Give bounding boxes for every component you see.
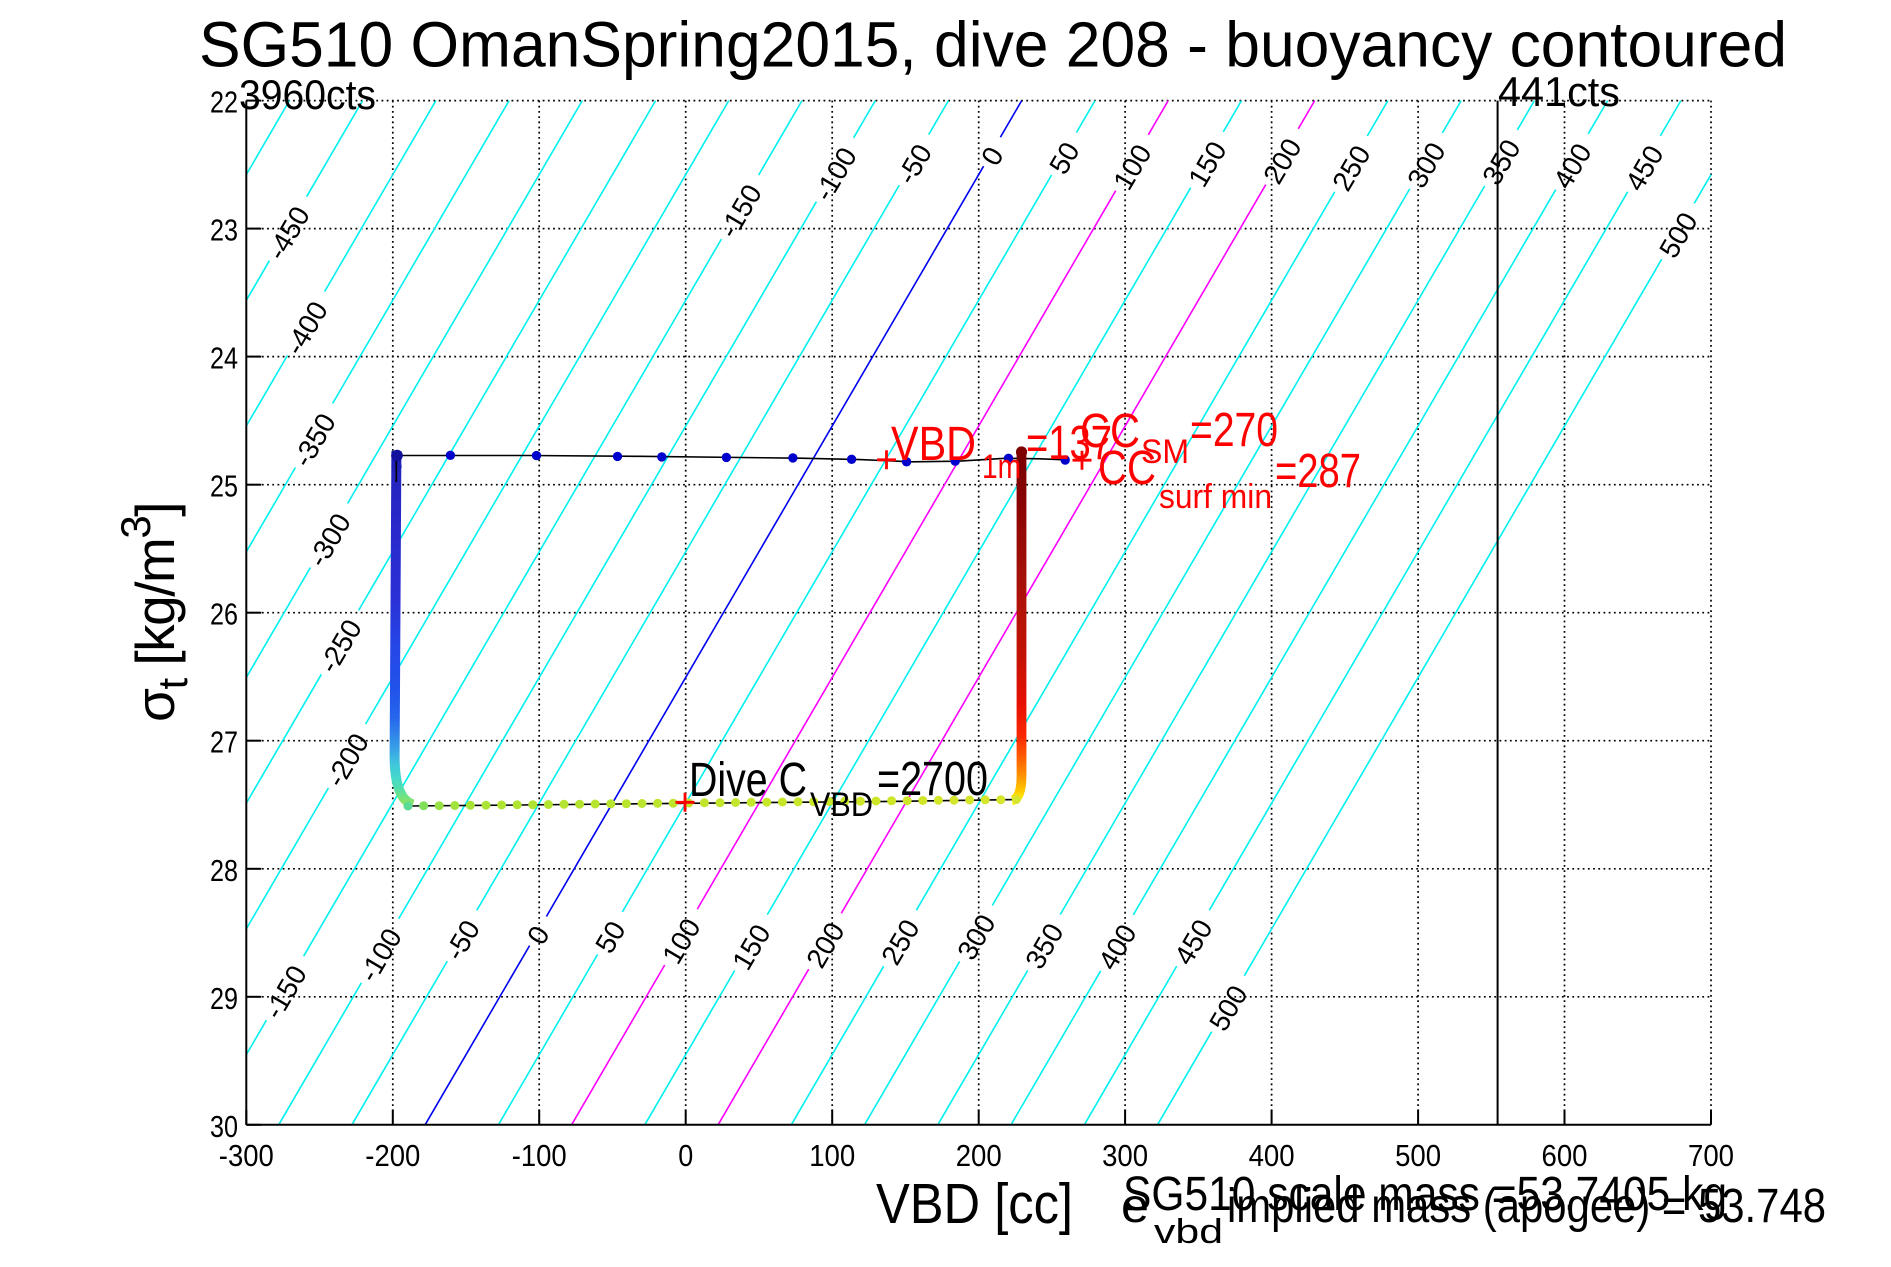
svg-text:28: 28	[210, 853, 238, 888]
svg-text:=137: =137	[1026, 417, 1112, 470]
svg-text:SM: SM	[1141, 433, 1189, 471]
svg-text:3960cts: 3960cts	[239, 71, 376, 118]
svg-text:300: 300	[1102, 1138, 1148, 1173]
svg-text:CC: CC	[1098, 442, 1156, 495]
svg-text:SG510 scale mass =53.7405 kg: SG510 scale mass =53.7405 kg	[1123, 1168, 1727, 1221]
svg-text:e: e	[1121, 1180, 1149, 1233]
svg-text:23: 23	[210, 213, 238, 248]
svg-text:-100: -100	[512, 1138, 567, 1173]
svg-text:CC: CC	[1080, 405, 1140, 458]
svg-text:SG510 OmanSpring2015, dive 208: SG510 OmanSpring2015, dive 208 - buoyanc…	[199, 9, 1787, 81]
svg-text:1m: 1m	[982, 448, 1021, 486]
svg-text:22: 22	[210, 85, 238, 120]
svg-text:vbd: vbd	[1154, 1213, 1223, 1251]
svg-text:26: 26	[210, 597, 238, 632]
svg-text:VBD [cc]: VBD [cc]	[876, 1172, 1073, 1236]
svg-text:24: 24	[210, 341, 238, 376]
svg-text:400: 400	[1249, 1138, 1295, 1173]
svg-text:29: 29	[210, 981, 238, 1016]
svg-text:0: 0	[678, 1138, 693, 1173]
svg-text:30: 30	[210, 1109, 238, 1144]
svg-text:implied mass (apogee) = 53.748: implied mass (apogee) = 53.748	[1227, 1180, 1826, 1233]
svg-text:=287: =287	[1275, 445, 1361, 498]
svg-text:100: 100	[809, 1138, 855, 1173]
svg-text:σt [kg/m3]: σt [kg/m3]	[112, 503, 196, 722]
svg-text:200: 200	[956, 1138, 1002, 1173]
svg-text:VBD: VBD	[810, 786, 873, 824]
svg-text:=270: =270	[1190, 404, 1278, 457]
svg-text:441cts: 441cts	[1498, 68, 1620, 115]
svg-text:surf min: surf min	[1159, 478, 1272, 516]
svg-text:600: 600	[1542, 1138, 1588, 1173]
svg-text:25: 25	[210, 469, 238, 504]
svg-text:-300: -300	[219, 1138, 274, 1173]
svg-text:-200: -200	[365, 1138, 420, 1173]
svg-text:=2700: =2700	[877, 753, 988, 806]
svg-text:VBD: VBD	[891, 418, 976, 471]
svg-text:500: 500	[1395, 1138, 1441, 1173]
svg-text:27: 27	[210, 725, 238, 760]
svg-text:700: 700	[1688, 1138, 1734, 1173]
svg-text:Dive C: Dive C	[689, 754, 807, 807]
